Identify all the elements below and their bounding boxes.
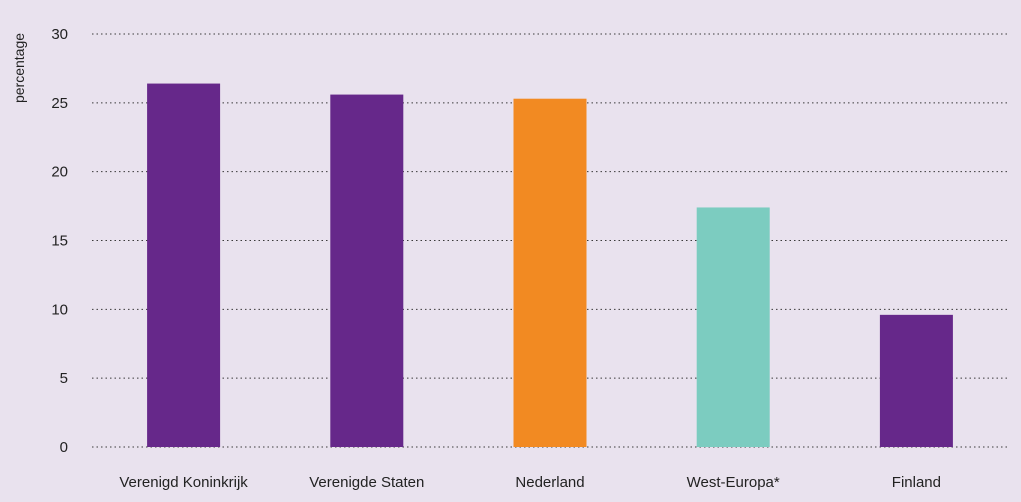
y-tick-label: 25	[51, 95, 68, 112]
y-tick-label: 15	[51, 233, 68, 250]
y-tick-label: 30	[51, 26, 68, 43]
y-axis-ticks: 0 5 10 15 20 25 30	[51, 26, 68, 456]
y-axis-label: percentage	[11, 33, 27, 103]
x-category-label: Verenigde Staten	[309, 474, 424, 491]
bar-nederland	[513, 98, 587, 447]
y-tick-label: 0	[60, 439, 68, 456]
y-tick-label: 10	[51, 301, 68, 318]
bar-verenigde-staten	[330, 94, 404, 447]
y-tick-label: 20	[51, 164, 68, 181]
x-category-label: Finland	[892, 474, 941, 491]
y-tick-label: 5	[60, 370, 68, 387]
bar-finland	[879, 314, 953, 447]
x-category-label: West-Europa*	[687, 474, 780, 491]
x-category-label: Verenigd Koninkrijk	[119, 474, 248, 491]
bar-verenigd-koninkrijk	[147, 83, 221, 447]
x-category-label: Nederland	[515, 474, 584, 491]
bars	[147, 83, 953, 447]
bar-west-europa	[696, 207, 770, 447]
x-axis-labels: Verenigd Koninkrijk Verenigde Staten Neder…	[119, 474, 941, 491]
